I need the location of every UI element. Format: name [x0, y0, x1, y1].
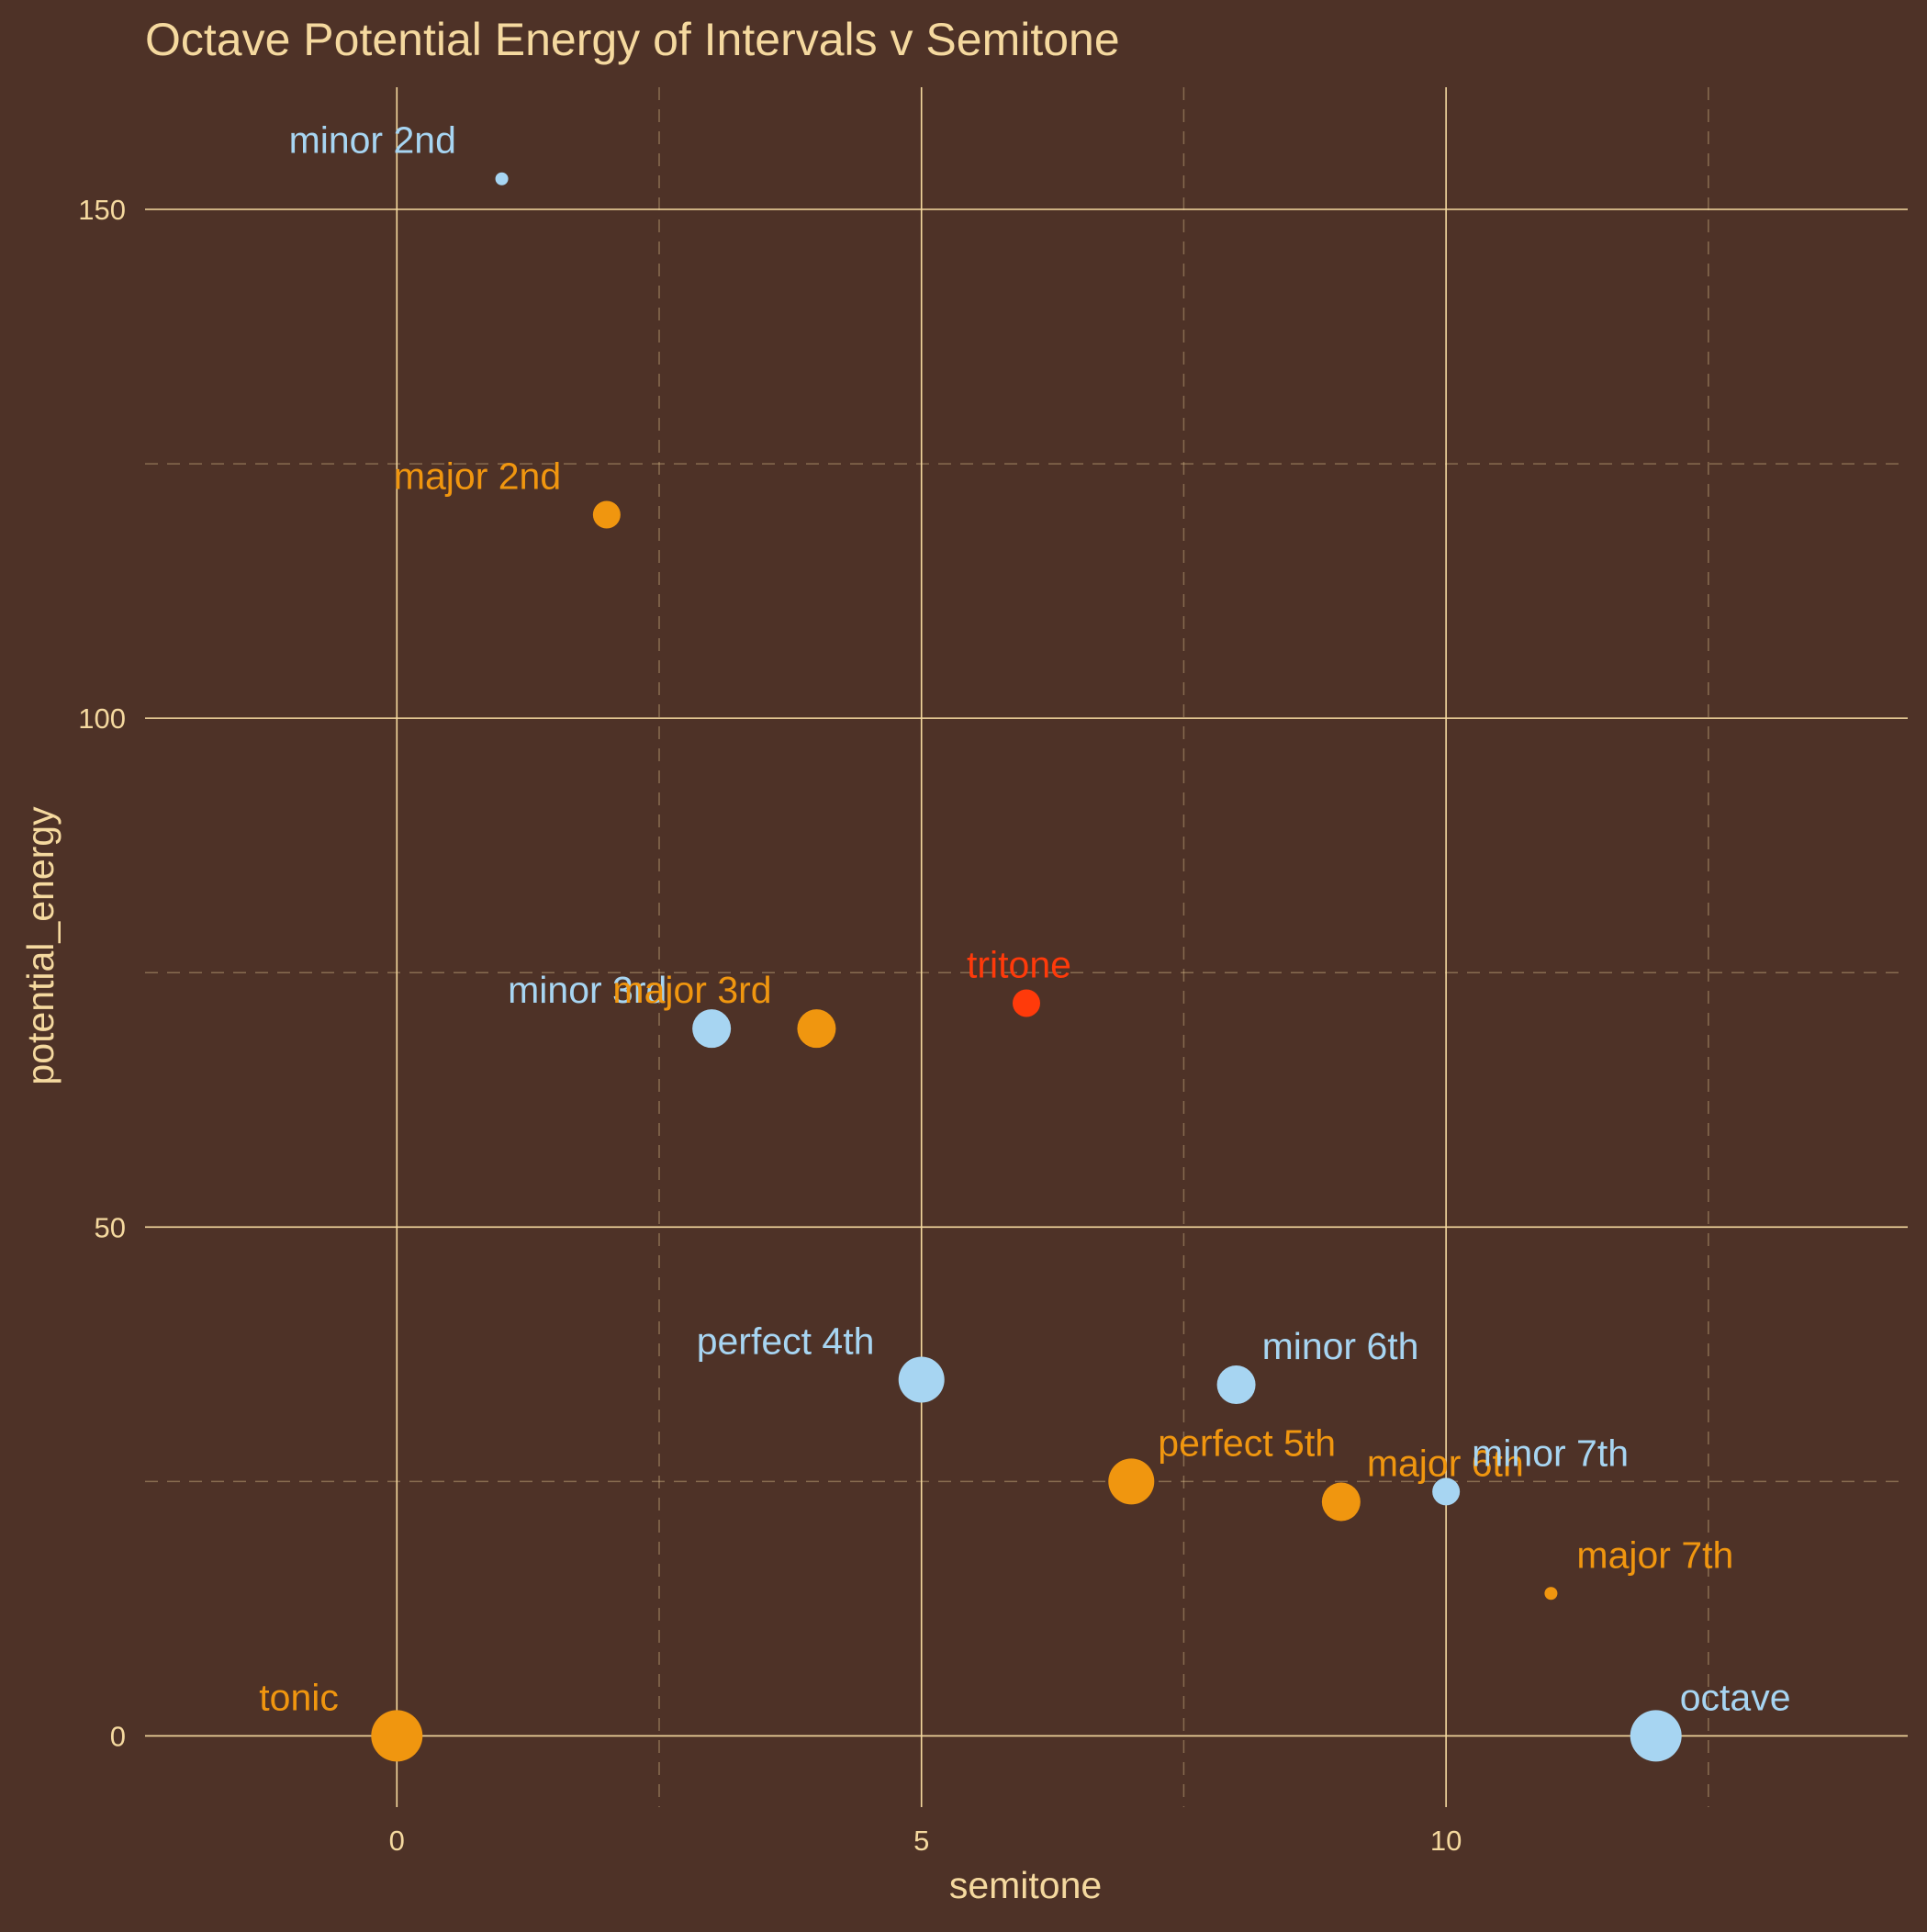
point-major-2nd [592, 500, 621, 529]
point-tonic [371, 1710, 423, 1762]
y-tick-label: 100 [78, 702, 126, 735]
point-label-minor-3rd: minor 3rd [508, 969, 667, 1011]
point-perfect-5th [1108, 1458, 1155, 1505]
point-label-octave: octave [1680, 1676, 1791, 1718]
y-tick-label: 0 [110, 1720, 126, 1752]
x-tick-label: 0 [389, 1825, 405, 1857]
point-perfect-4th [898, 1356, 945, 1403]
point-label-major-6th: major 6th [1367, 1443, 1524, 1485]
point-label-perfect-4th: perfect 4th [697, 1320, 875, 1363]
point-minor-7th [1432, 1477, 1461, 1506]
point-minor-3rd [692, 1009, 732, 1049]
point-tritone [1013, 989, 1040, 1017]
x-tick-label: 10 [1430, 1825, 1462, 1857]
point-label-tritone: tritone [967, 943, 1071, 985]
point-layer [371, 172, 1682, 1762]
point-major-6th [1321, 1482, 1361, 1522]
point-label-major-3rd: major 3rd [612, 969, 771, 1011]
x-axis-title: semitone [949, 1864, 1102, 1906]
point-label-perfect-5th: perfect 5th [1158, 1421, 1336, 1464]
point-label-minor-7th: minor 7th [1472, 1432, 1629, 1474]
y-tick-label: 150 [78, 194, 126, 226]
point-minor-6th [1216, 1365, 1256, 1405]
point-minor-2nd [495, 172, 509, 185]
point-label-minor-2nd: minor 2nd [289, 119, 456, 162]
grid-layer [145, 87, 1908, 1807]
chart-title: Octave Potential Energy of Intervals v S… [145, 14, 1120, 65]
point-major-3rd [797, 1009, 836, 1049]
point-label-tonic: tonic [259, 1676, 339, 1718]
y-tick-label: 50 [95, 1211, 126, 1243]
point-label-minor-6th: minor 6th [1262, 1325, 1419, 1367]
point-label-major-2nd: major 2nd [394, 455, 561, 497]
point-label-major-7th: major 7th [1576, 1533, 1733, 1576]
point-octave [1630, 1710, 1682, 1762]
y-axis-title: potential_energy [19, 806, 62, 1085]
point-major-7th [1544, 1587, 1558, 1601]
x-tick-label: 5 [913, 1825, 929, 1857]
